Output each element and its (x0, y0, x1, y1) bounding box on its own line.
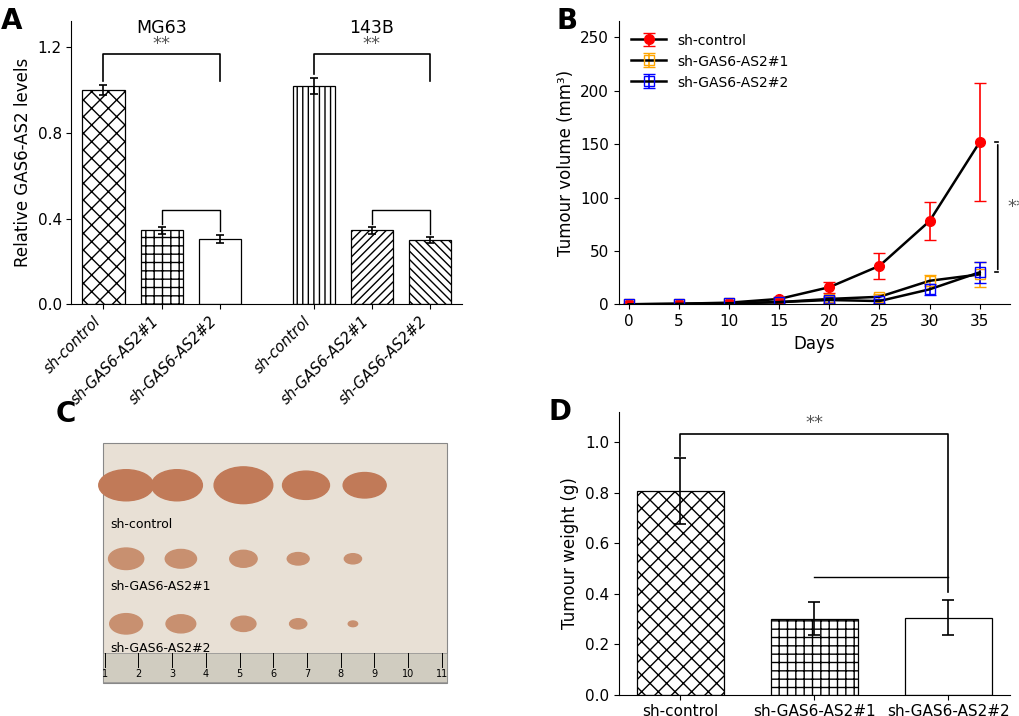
Text: sh-control: sh-control (110, 518, 172, 531)
Ellipse shape (230, 616, 256, 632)
Text: 4: 4 (203, 669, 209, 679)
Text: sh-GAS6-AS2#2: sh-GAS6-AS2#2 (110, 642, 211, 655)
Text: C: C (56, 400, 76, 428)
Ellipse shape (229, 551, 257, 567)
Y-axis label: Relative GAS6-AS2 levels: Relative GAS6-AS2 levels (14, 58, 32, 268)
Ellipse shape (165, 549, 197, 568)
Ellipse shape (166, 615, 196, 633)
Text: **: ** (363, 34, 380, 52)
FancyBboxPatch shape (103, 442, 446, 683)
Text: 1: 1 (102, 669, 108, 679)
Text: 3: 3 (169, 669, 175, 679)
Text: **: ** (1007, 198, 1019, 216)
Bar (292, 86, 334, 304)
Bar (351, 231, 392, 304)
Ellipse shape (214, 467, 272, 503)
Bar (141, 231, 182, 304)
Bar (636, 491, 723, 695)
Bar (770, 619, 857, 695)
Bar (199, 239, 240, 304)
Y-axis label: Tumour weight (g): Tumour weight (g) (560, 477, 579, 629)
Ellipse shape (152, 470, 202, 500)
Text: 9: 9 (371, 669, 377, 679)
Text: 7: 7 (304, 669, 310, 679)
Ellipse shape (344, 553, 361, 564)
Text: 2: 2 (136, 669, 142, 679)
Text: 5: 5 (236, 669, 243, 679)
Ellipse shape (342, 473, 386, 498)
Y-axis label: Tumour volume (mm³): Tumour volume (mm³) (556, 70, 574, 256)
Text: B: B (555, 7, 577, 35)
Ellipse shape (110, 614, 143, 634)
Ellipse shape (282, 471, 329, 499)
Text: A: A (1, 7, 22, 35)
Bar (83, 90, 124, 304)
Text: 11: 11 (435, 669, 447, 679)
Text: D: D (548, 397, 571, 425)
Text: **: ** (805, 414, 822, 432)
X-axis label: Days: Days (793, 334, 835, 352)
Ellipse shape (347, 621, 358, 626)
Text: **: ** (153, 34, 171, 52)
Ellipse shape (99, 470, 154, 500)
Text: sh-GAS6-AS2#1: sh-GAS6-AS2#1 (110, 580, 211, 593)
Text: 6: 6 (270, 669, 276, 679)
Text: MG63: MG63 (137, 19, 187, 37)
Ellipse shape (289, 619, 307, 629)
Text: 8: 8 (337, 669, 343, 679)
Bar (409, 240, 450, 304)
Text: 143B: 143B (350, 19, 394, 37)
Legend: sh-control, sh-GAS6-AS2#1, sh-GAS6-AS2#2: sh-control, sh-GAS6-AS2#1, sh-GAS6-AS2#2 (625, 29, 793, 95)
Text: 10: 10 (401, 669, 414, 679)
Ellipse shape (287, 553, 309, 565)
Bar (904, 617, 991, 695)
FancyBboxPatch shape (103, 653, 446, 682)
Ellipse shape (108, 548, 144, 569)
